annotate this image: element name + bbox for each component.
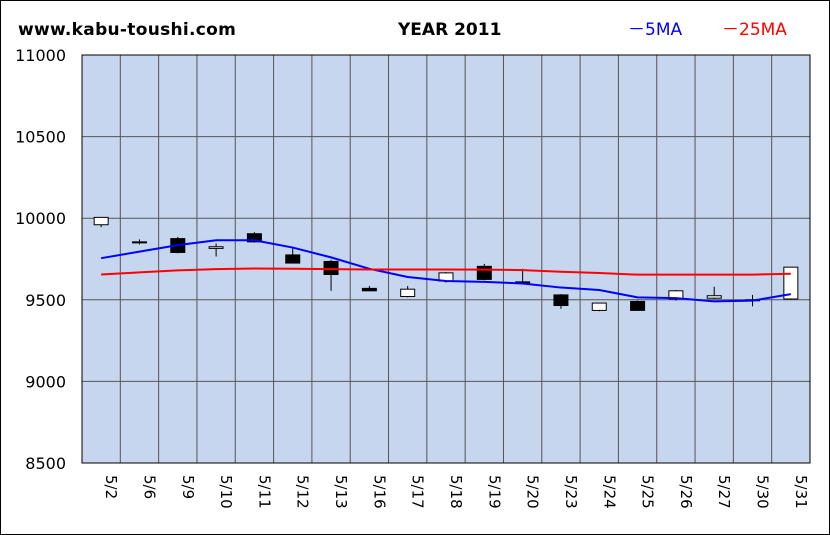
x-tick-label: 5/23 (562, 475, 580, 509)
x-tick-label: 5/12 (294, 475, 312, 509)
candle-body (476, 265, 492, 280)
x-tick-label: 5/30 (754, 475, 772, 509)
candle-body (630, 300, 646, 311)
candle-body (591, 302, 607, 311)
chart-title: YEAR 2011 (398, 20, 502, 40)
candle-body (323, 260, 339, 276)
legend-25ma: －25MA (722, 20, 787, 40)
candle-body (285, 254, 301, 264)
x-tick-label: 5/6 (140, 475, 158, 499)
y-tick-label: 9500 (25, 291, 66, 310)
candle-body (400, 288, 416, 298)
site-url: www.kabu-toushi.com (18, 20, 237, 40)
x-tick-label: 5/2 (102, 475, 120, 499)
x-tick-label: 5/9 (179, 475, 197, 499)
candle-body (361, 287, 377, 292)
y-tick-label: 11000 (15, 46, 66, 65)
candle-body (131, 241, 147, 244)
candle-body (783, 266, 799, 300)
x-tick-label: 5/13 (332, 475, 350, 509)
x-tick-label: 5/11 (255, 475, 273, 509)
plot-area (82, 55, 810, 463)
x-tick-label: 5/18 (447, 475, 465, 509)
x-tick-label: 5/24 (600, 475, 618, 509)
x-tick-label: 5/25 (639, 475, 657, 509)
x-tick-label: 5/17 (409, 475, 427, 509)
candle-body (553, 294, 569, 307)
x-tick-label: 5/27 (715, 475, 733, 509)
plot-border (81, 54, 811, 464)
x-tick-label: 5/26 (677, 475, 695, 509)
y-tick-label: 10500 (15, 128, 66, 147)
y-tick-label: 8500 (25, 454, 66, 473)
x-tick-label: 5/10 (217, 475, 235, 509)
candle-body (93, 216, 109, 226)
candle-body (208, 246, 224, 249)
candle-body (706, 295, 722, 299)
x-tick-label: 5/31 (792, 475, 810, 509)
series-line-5ma (100, 239, 792, 303)
y-tick-label: 9000 (25, 372, 66, 391)
x-tick-label: 5/20 (524, 475, 542, 509)
x-tick-label: 5/19 (485, 475, 503, 509)
series-line-25ma (101, 267, 791, 276)
y-tick-label: 10000 (15, 209, 66, 228)
legend-5ma: －5MA (628, 20, 683, 40)
x-tick-label: 5/16 (370, 475, 388, 509)
candle-body (246, 233, 262, 243)
